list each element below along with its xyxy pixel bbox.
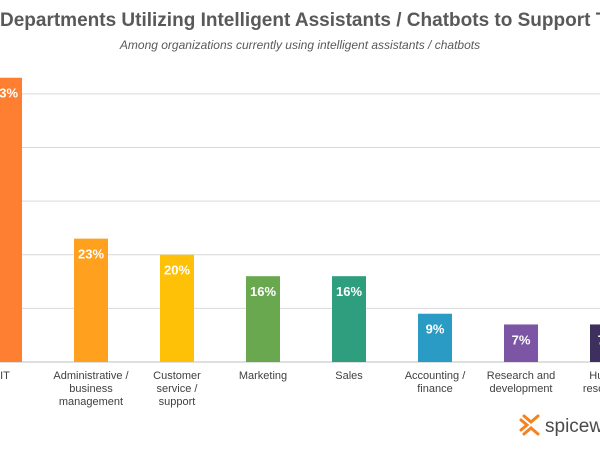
logo-mark	[519, 414, 540, 436]
spiceworks-logo: spiceworks	[519, 414, 600, 437]
category-label: Humanresources	[583, 370, 600, 395]
category-label: IT	[0, 370, 10, 382]
bars	[0, 77, 600, 363]
category-label: Accounting / finance	[405, 370, 466, 395]
chart-title: Departments Utilizing Intelligent Assist…	[0, 10, 600, 31]
bar-value-label: 9%	[426, 322, 445, 337]
bar-7	[590, 324, 600, 362]
bar-6	[504, 324, 538, 362]
bar-value-label: 16%	[250, 284, 276, 299]
value-labels: 53% 23% 20% 16% 16% 9% 7% 7%	[0, 86, 600, 348]
bar-5	[418, 313, 452, 362]
bar-2	[160, 254, 194, 362]
category-label: Sales	[335, 370, 363, 382]
category-label: Marketing	[239, 370, 287, 382]
category-label: Customer service / support	[153, 370, 201, 408]
bar-3	[246, 276, 280, 362]
bar-value-label: 16%	[336, 284, 362, 299]
bar-1	[74, 238, 108, 362]
bar-0	[0, 77, 22, 363]
logo-text: spiceworks	[545, 416, 600, 437]
bar-value-label: 7%	[512, 332, 531, 347]
bar-value-label: 23%	[78, 247, 104, 262]
category-label: Administrative / business management	[53, 370, 129, 408]
category-labels: IT Administrative / business management Cust…	[0, 370, 600, 408]
chart-subtitle: Among organizations currently using inte…	[119, 38, 481, 52]
bar-value-label: 20%	[164, 263, 190, 278]
bar-value-label: 53%	[0, 86, 18, 101]
category-label: Research and development	[487, 370, 556, 395]
bar-value-label: 7%	[598, 332, 600, 347]
bar-4	[332, 276, 366, 362]
